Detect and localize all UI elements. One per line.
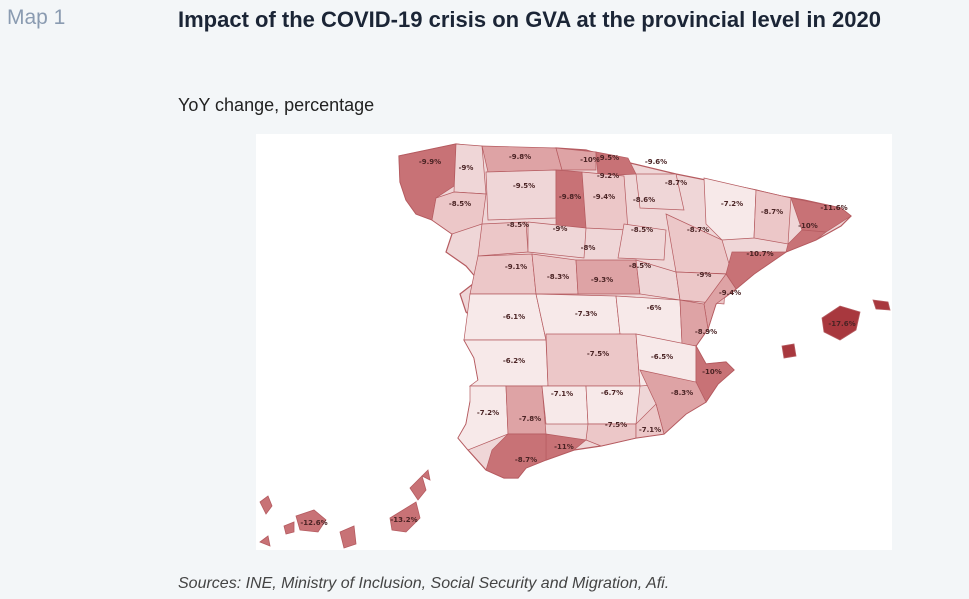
ibiza-island bbox=[781, 343, 797, 359]
canary-islands bbox=[259, 469, 431, 549]
label-albacete: -6.5% bbox=[651, 353, 673, 361]
map-frame: -9.9% -9% -9.8% -10% -9.5% -9.6% -9.2% -… bbox=[256, 134, 892, 550]
province-barcelona bbox=[785, 229, 827, 253]
province-salamanca bbox=[469, 253, 537, 295]
label-vizcaya: -9.5% bbox=[597, 154, 619, 162]
label-guadalajara: -8.5% bbox=[629, 262, 651, 270]
label-huelva: -7.2% bbox=[477, 409, 499, 417]
label-jaen: -6.7% bbox=[601, 389, 623, 397]
province-castellon bbox=[703, 273, 737, 330]
label-cordoba: -7.1% bbox=[551, 390, 573, 398]
label-lugo: -9% bbox=[459, 164, 474, 172]
label-valladolid: -8% bbox=[581, 244, 596, 252]
map-number-label: Map 1 bbox=[7, 6, 66, 29]
label-alicante: -10% bbox=[702, 368, 722, 376]
province-tarragona bbox=[725, 251, 788, 290]
province-shapes bbox=[398, 143, 852, 479]
province-valencia bbox=[679, 299, 709, 347]
label-zaragoza: -8.7% bbox=[687, 226, 709, 234]
label-las-palmas: -13.2% bbox=[390, 516, 417, 524]
province-burgos bbox=[581, 171, 629, 231]
province-navarra bbox=[635, 173, 685, 211]
province-granada bbox=[585, 423, 637, 447]
label-lleida: -8.7% bbox=[761, 208, 783, 216]
label-huesca: -7.2% bbox=[721, 200, 743, 208]
label-caceres: -6.1% bbox=[503, 313, 525, 321]
label-baleares: -17.6% bbox=[828, 320, 855, 328]
label-pontevedra: -8.5% bbox=[449, 200, 471, 208]
label-palencia: -9.8% bbox=[559, 193, 581, 201]
label-burgos: -9.4% bbox=[593, 193, 615, 201]
label-guipuzcoa: -9.6% bbox=[645, 158, 667, 166]
label-toledo: -7.3% bbox=[575, 310, 597, 318]
label-la-coruna: -9.9% bbox=[419, 158, 441, 166]
province-valladolid bbox=[527, 221, 587, 259]
province-value-labels: -9.9% -9% -9.8% -10% -9.5% -9.6% -9.2% -… bbox=[300, 153, 855, 527]
label-la-rioja: -8.6% bbox=[633, 196, 655, 204]
label-salamanca: -9.1% bbox=[505, 263, 527, 271]
label-avila: -8.3% bbox=[547, 273, 569, 281]
label-sevilla: -7.8% bbox=[519, 415, 541, 423]
province-lleida bbox=[753, 189, 792, 245]
label-castellon: -9.4% bbox=[719, 289, 741, 297]
province-ciudad-real bbox=[545, 333, 641, 387]
map-subtitle: YoY change, percentage bbox=[178, 95, 375, 115]
province-cantabria bbox=[555, 147, 597, 171]
label-murcia: -8.3% bbox=[671, 389, 693, 397]
label-tarragona: -10.7% bbox=[746, 250, 773, 258]
label-cuenca: -6% bbox=[647, 304, 662, 312]
label-almeria: -7.1% bbox=[639, 426, 661, 434]
label-teruel: -9% bbox=[697, 271, 712, 279]
label-asturias: -9.8% bbox=[509, 153, 531, 161]
province-cadiz bbox=[485, 433, 547, 479]
spain-choropleth-map: -9.9% -9% -9.8% -10% -9.5% -9.6% -9.2% -… bbox=[259, 143, 891, 549]
province-soria bbox=[617, 223, 667, 261]
label-navarra: -8.7% bbox=[665, 179, 687, 187]
label-alava: -9.2% bbox=[597, 172, 619, 180]
label-cadiz: -8.7% bbox=[515, 456, 537, 464]
province-leon bbox=[485, 169, 557, 221]
sources-note: Sources: INE, Ministry of Inclusion, Soc… bbox=[178, 575, 670, 592]
label-girona: -11.6% bbox=[820, 204, 847, 212]
label-zamora: -9% bbox=[553, 225, 568, 233]
province-huesca bbox=[703, 177, 757, 241]
label-valencia: -8.9% bbox=[695, 328, 717, 336]
province-girona bbox=[790, 197, 852, 233]
label-soria: -8.5% bbox=[631, 226, 653, 234]
label-santa-cruz-tenerife: -12.6% bbox=[300, 519, 327, 527]
label-malaga: -11% bbox=[554, 443, 574, 451]
label-barcelona: -10% bbox=[798, 222, 818, 230]
label-ciudad-real: -7.5% bbox=[587, 350, 609, 358]
label-ourense: -8.5% bbox=[507, 221, 529, 229]
menorca-island bbox=[872, 299, 891, 311]
mallorca-island bbox=[821, 305, 861, 341]
label-badajoz: -6.2% bbox=[503, 357, 525, 365]
province-almeria bbox=[635, 403, 665, 439]
label-leon: -9.5% bbox=[513, 182, 535, 190]
label-madrid: -9.3% bbox=[591, 276, 613, 284]
province-sevilla bbox=[505, 385, 547, 435]
label-cantabria: -10% bbox=[580, 156, 600, 164]
map-title: Impact of the COVID-19 crisis on GVA at … bbox=[178, 7, 881, 32]
province-ourense bbox=[431, 191, 487, 235]
label-granada: -7.5% bbox=[605, 421, 627, 429]
